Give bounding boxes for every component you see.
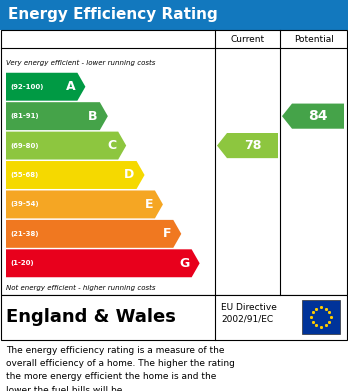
Polygon shape xyxy=(6,73,85,100)
Text: A: A xyxy=(66,80,76,93)
Text: (1-20): (1-20) xyxy=(10,260,34,266)
Text: F: F xyxy=(163,227,171,240)
Text: 84: 84 xyxy=(308,109,328,123)
Polygon shape xyxy=(6,102,108,130)
Bar xyxy=(302,300,340,334)
Text: Energy Efficiency Rating: Energy Efficiency Rating xyxy=(8,7,218,23)
Polygon shape xyxy=(217,133,278,158)
Text: D: D xyxy=(124,169,135,181)
Polygon shape xyxy=(6,249,200,277)
Text: (81-91): (81-91) xyxy=(10,113,39,119)
Text: Potential: Potential xyxy=(294,34,334,43)
Text: 2002/91/EC: 2002/91/EC xyxy=(221,314,273,323)
Text: 78: 78 xyxy=(244,139,261,152)
Text: (21-38): (21-38) xyxy=(10,231,39,237)
Bar xyxy=(1,30,347,295)
Text: Current: Current xyxy=(230,34,264,43)
Text: Not energy efficient - higher running costs: Not energy efficient - higher running co… xyxy=(6,285,156,291)
Text: B: B xyxy=(88,109,98,123)
Text: C: C xyxy=(107,139,116,152)
Polygon shape xyxy=(6,220,181,248)
Polygon shape xyxy=(6,132,126,160)
Text: EU Directive: EU Directive xyxy=(221,303,277,312)
Text: (55-68): (55-68) xyxy=(10,172,38,178)
Bar xyxy=(0,0,348,30)
Bar xyxy=(1,295,347,340)
Text: E: E xyxy=(144,198,153,211)
Polygon shape xyxy=(282,104,344,129)
Text: The energy efficiency rating is a measure of the
overall efficiency of a home. T: The energy efficiency rating is a measur… xyxy=(6,346,235,391)
Text: (69-80): (69-80) xyxy=(10,143,39,149)
Text: G: G xyxy=(179,257,190,270)
Polygon shape xyxy=(6,161,144,189)
Text: (39-54): (39-54) xyxy=(10,201,39,208)
Text: Very energy efficient - lower running costs: Very energy efficient - lower running co… xyxy=(6,60,155,66)
Text: England & Wales: England & Wales xyxy=(6,308,176,326)
Polygon shape xyxy=(6,190,163,219)
Text: (92-100): (92-100) xyxy=(10,84,44,90)
